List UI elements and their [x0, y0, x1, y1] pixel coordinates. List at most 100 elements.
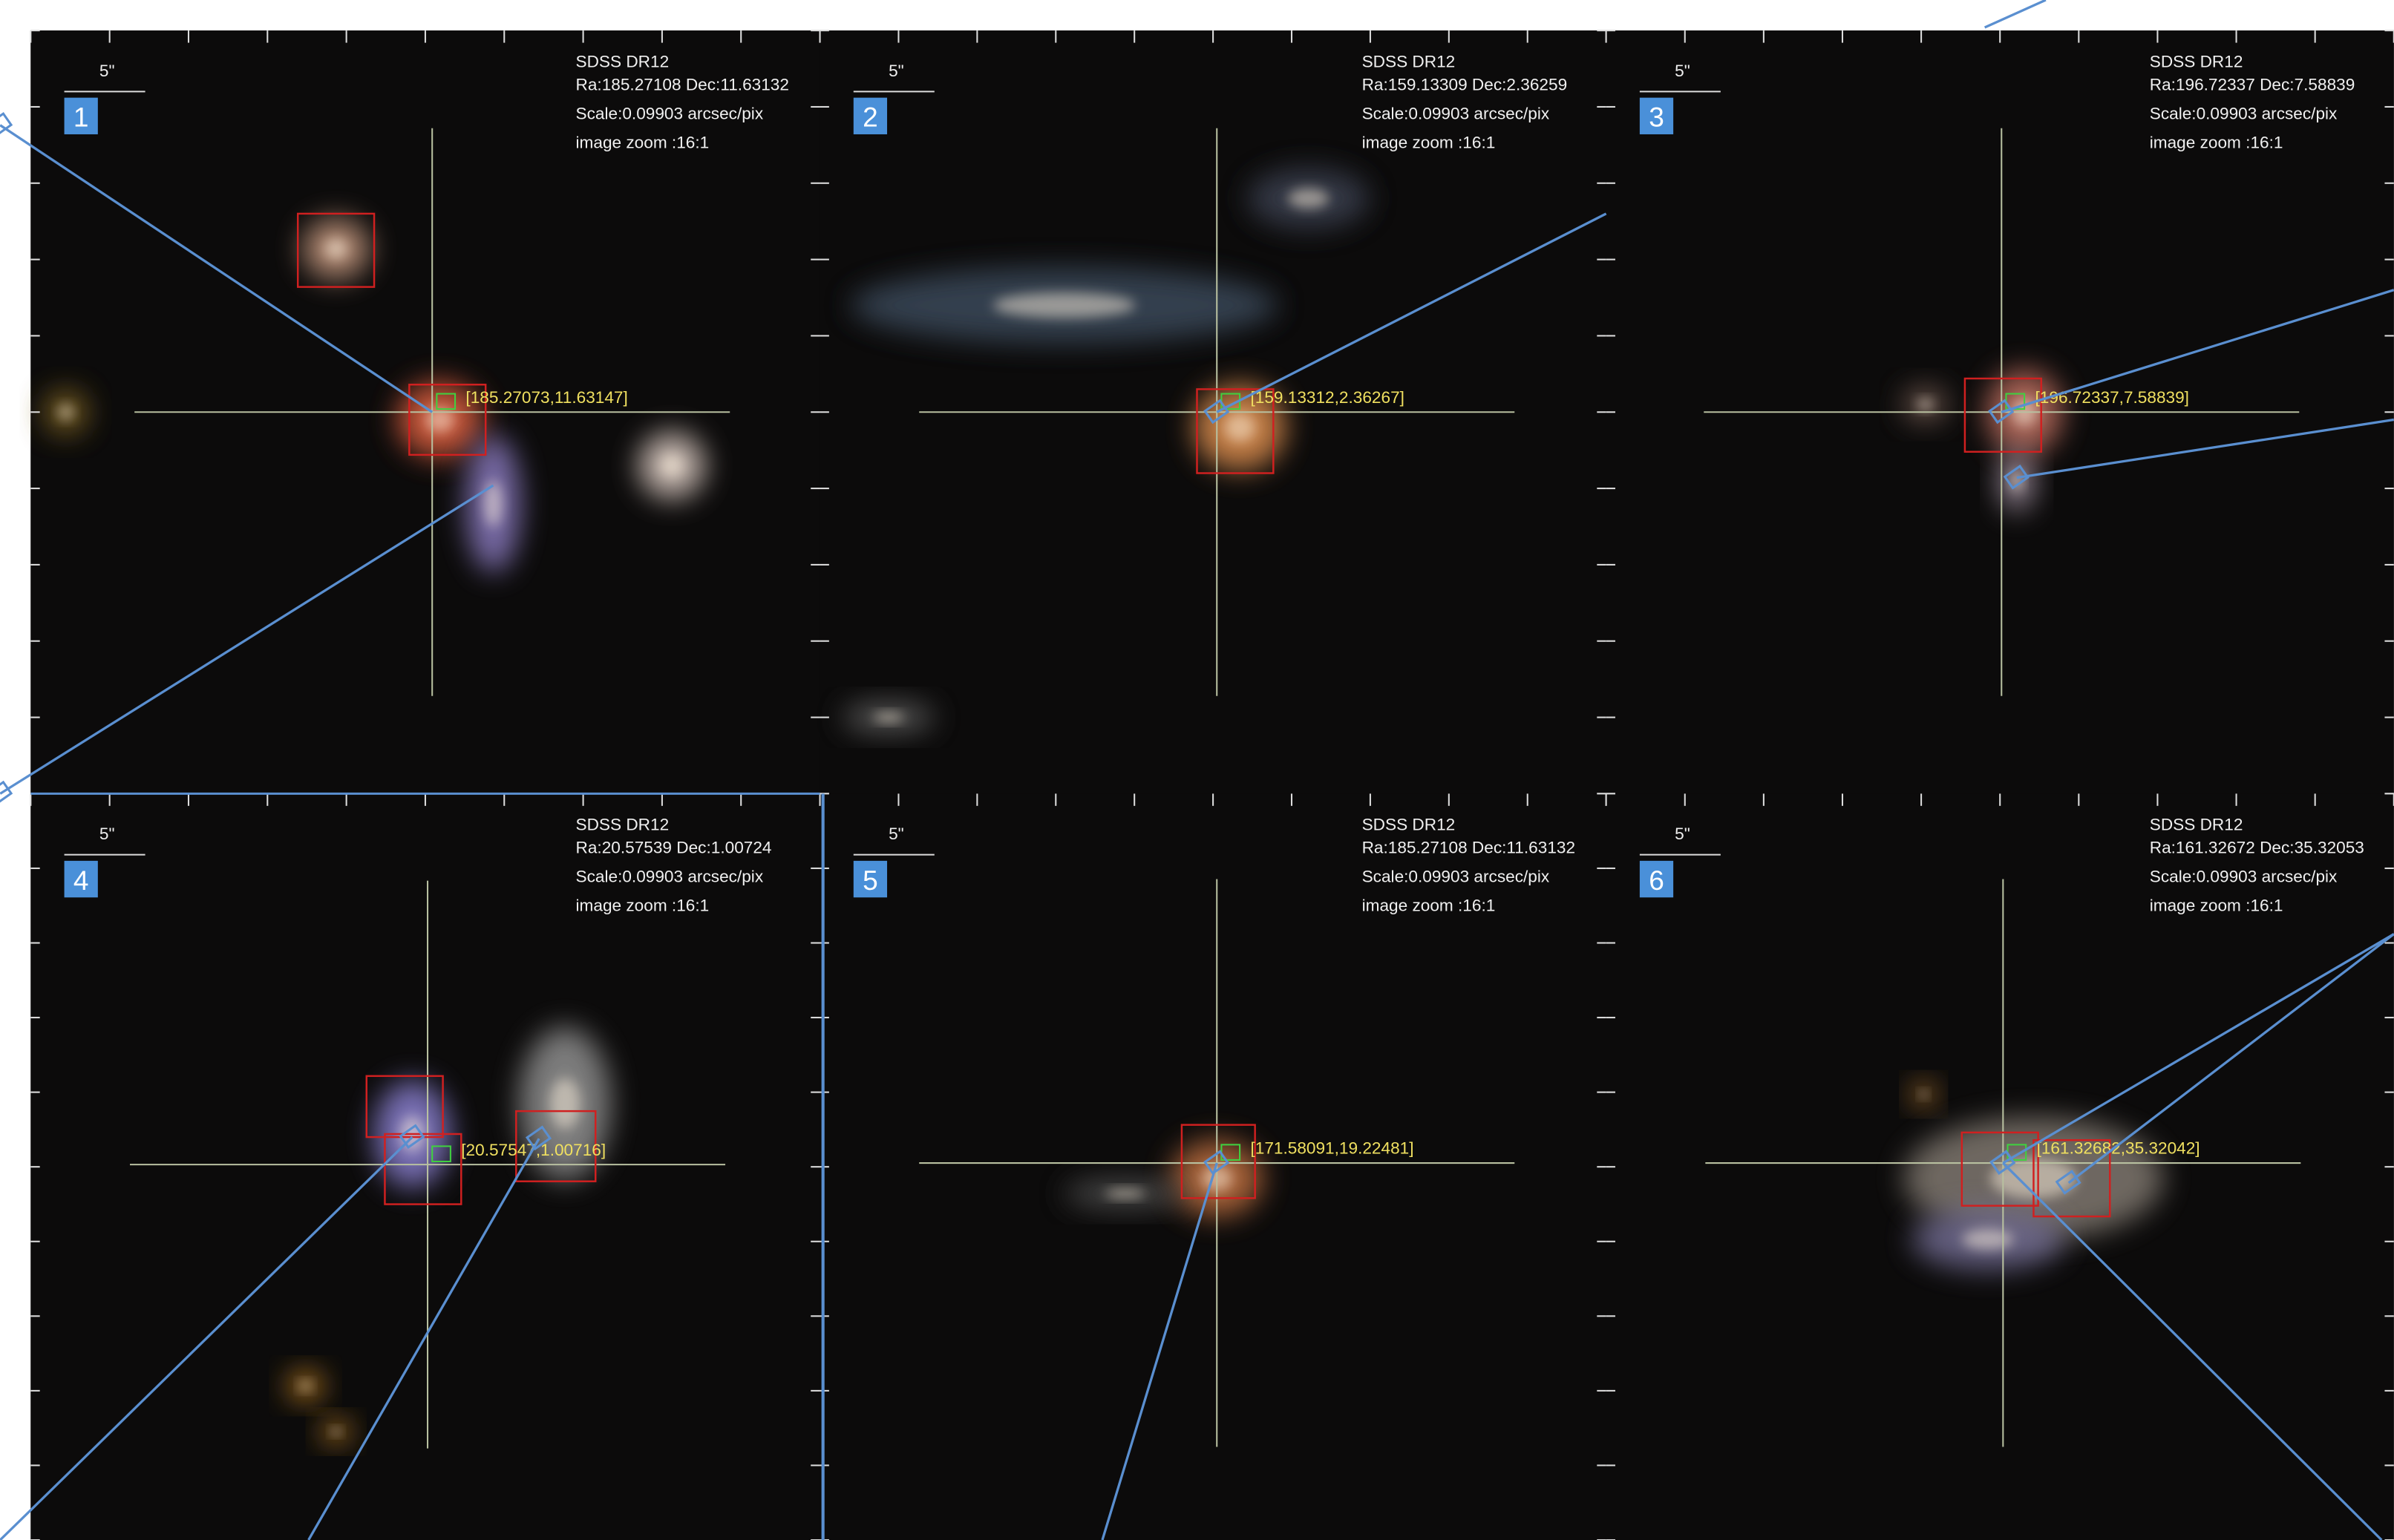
connector-end — [1203, 399, 1230, 425]
scale-label: 5" — [889, 62, 904, 80]
survey: SDSS DR12 — [1362, 816, 1456, 834]
zoom-info: image zoom :16:1 — [576, 133, 710, 151]
panel-number-box — [853, 97, 888, 134]
selection-box — [2032, 1138, 2111, 1218]
connector-end — [1989, 1150, 2016, 1176]
selection-box — [296, 212, 376, 288]
connector — [1101, 1162, 1218, 1540]
galaxy-core — [1288, 188, 1330, 209]
survey: SDSS DR12 — [2150, 52, 2243, 71]
galaxy-core — [1962, 1229, 2014, 1250]
connector-end — [1203, 1150, 1230, 1176]
panel-number: 6 — [1649, 865, 1664, 896]
panel: 3 5" SDSS DR12 Ra:196.72337 Dec:7.58839 Scal… — [1605, 30, 2394, 795]
panel-number: 4 — [73, 865, 89, 896]
connector — [2016, 418, 2394, 479]
connector — [1983, 0, 2047, 29]
panel-number-box — [64, 97, 98, 134]
panel: 5 5" SDSS DR12 Ra:185.27108 Dec:11.63132 Sca… — [819, 793, 1607, 1540]
connector — [0, 124, 434, 413]
panel: 2 5" SDSS DR12 Ra:159.13309 Dec:2.36259 Scal… — [819, 30, 1607, 795]
survey: SDSS DR12 — [576, 52, 670, 71]
connector-end — [2003, 465, 2030, 490]
connector-end — [1988, 399, 2015, 425]
connector-end — [399, 1124, 425, 1150]
selection-box — [408, 384, 487, 456]
galaxy-core — [1919, 1090, 1928, 1098]
target-marker — [436, 393, 457, 410]
galaxy-core — [873, 712, 904, 723]
connector — [2001, 289, 2394, 413]
scale-info: Scale:0.09903 arcsec/pix — [2150, 104, 2338, 122]
galaxy-core — [324, 238, 347, 259]
galaxy-core — [1105, 1188, 1146, 1199]
galaxy-core — [2010, 471, 2024, 491]
panel-number-box — [64, 860, 98, 898]
zoom-info: image zoom :16:1 — [576, 897, 710, 915]
panel: 4 5" SDSS DR12 Ra:20.57539 Dec:1.00724 Scale… — [30, 793, 821, 1540]
connector — [1216, 212, 1607, 413]
connector — [0, 484, 494, 795]
target-label: [171.58091,19.22481] — [1250, 1139, 1413, 1158]
coords: Ra:185.27108 Dec:11.63132 — [576, 75, 789, 94]
panel-number: 1 — [73, 102, 89, 133]
scale-info: Scale:0.09903 arcsec/pix — [1362, 868, 1550, 886]
connector-end — [0, 111, 13, 137]
zoom-info: image zoom :16:1 — [2150, 133, 2283, 151]
zoom-info: image zoom :16:1 — [1362, 133, 1496, 151]
selection-box — [515, 1110, 597, 1182]
scale-label: 5" — [1675, 825, 1690, 843]
target-label: [196.72337,7.58839] — [2035, 388, 2189, 407]
galaxy-core — [58, 404, 73, 420]
selection-box — [1196, 388, 1275, 474]
coords: Ra:196.72337 Dec:7.58839 — [2150, 75, 2355, 94]
panel-number: 2 — [863, 102, 878, 133]
galaxy-core — [1224, 413, 1255, 442]
panel-number: 3 — [1649, 102, 1664, 133]
coords: Ra:20.57539 Dec:1.00724 — [576, 839, 772, 857]
target-label: [185.27073,11.63147] — [465, 388, 627, 407]
galaxy-core — [330, 1427, 341, 1436]
galaxy-core — [992, 292, 1136, 318]
survey: SDSS DR12 — [1362, 52, 1456, 71]
scale-label: 5" — [99, 62, 115, 80]
scale-label: 5" — [1675, 62, 1690, 80]
scale-info: Scale:0.09903 arcsec/pix — [2150, 868, 2338, 886]
panel-number: 5 — [863, 865, 878, 896]
scale-label: 5" — [99, 825, 115, 843]
galaxy-core — [549, 1078, 580, 1130]
galaxy-core — [660, 454, 684, 477]
coords: Ra:159.13309 Dec:2.36259 — [1362, 75, 1568, 94]
connector — [307, 1138, 540, 1540]
scale-label: 5" — [889, 825, 904, 843]
connector — [0, 1136, 413, 1540]
selection-box — [365, 1075, 444, 1138]
panel-number-box — [1639, 860, 1674, 898]
connector-end — [525, 1125, 552, 1151]
connector-end — [2055, 1170, 2081, 1195]
zoom-info: image zoom :16:1 — [2150, 897, 2283, 915]
coords: Ra:185.27108 Dec:11.63132 — [1362, 839, 1575, 857]
connector-end — [0, 780, 13, 806]
target-marker — [431, 1145, 451, 1163]
survey: SDSS DR12 — [576, 816, 670, 834]
target-label: [161.32682,35.32042] — [2037, 1139, 2200, 1158]
connector — [2067, 933, 2394, 1185]
selection-box — [1963, 377, 2042, 453]
selection-box — [1960, 1131, 2039, 1207]
coords: Ra:161.32672 Dec:35.32053 — [2150, 839, 2364, 857]
scale-info: Scale:0.09903 arcsec/pix — [576, 104, 764, 122]
galaxy-core — [484, 480, 503, 527]
connector — [2002, 1161, 2383, 1540]
galaxy-core — [299, 1380, 312, 1392]
scale-info: Scale:0.09903 arcsec/pix — [1362, 104, 1550, 122]
panel-number-box — [853, 860, 888, 898]
selection-box — [1180, 1124, 1256, 1199]
panel: 6 5" SDSS DR12 Ra:161.32672 Dec:35.32053 Sca… — [1605, 793, 2394, 1540]
galaxy-core — [1917, 398, 1933, 411]
selection-box — [384, 1133, 462, 1205]
survey: SDSS DR12 — [2150, 816, 2243, 834]
scale-info: Scale:0.09903 arcsec/pix — [576, 868, 764, 886]
